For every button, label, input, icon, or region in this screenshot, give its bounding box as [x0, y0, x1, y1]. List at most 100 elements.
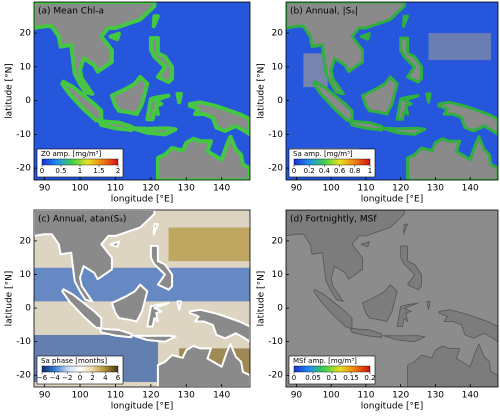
colorbar-tick-label: −4 [50, 374, 61, 382]
land [109, 240, 120, 248]
panel-title: (a) Mean Chl-a [38, 7, 104, 17]
map-area [286, 210, 498, 387]
colorbar [41, 365, 119, 373]
land [349, 327, 383, 338]
land [425, 92, 432, 104]
x-tick-label: 90 [39, 391, 51, 401]
colorbar-tick-label: 1.5 [93, 167, 104, 175]
colorbar-tick-label: 0.2 [304, 167, 315, 175]
y-tick-label: -10 [268, 337, 283, 347]
y-tick-label: 0 [25, 96, 31, 106]
x-tick-label: 130 [427, 391, 444, 401]
colorbar-tick-label: 0 [292, 374, 296, 382]
colorbar-tick-label: 0.8 [349, 167, 360, 175]
x-tick-label: 140 [213, 184, 230, 194]
land [108, 31, 121, 42]
colorbar-tick-label: 2 [90, 374, 94, 382]
y-tick-label: -20 [16, 371, 31, 381]
x-tick-label: 120 [142, 184, 159, 194]
land [152, 223, 159, 236]
colorbar-tick-label: 0.4 [319, 167, 331, 175]
land [149, 244, 174, 291]
y-axis-label: latitude [°N] [257, 63, 267, 119]
panel-title: (c) Annual, atan(Sₐ) [38, 215, 126, 225]
y-axis-label: latitude [°N] [257, 271, 267, 327]
colorbar-tick-label: 4 [103, 374, 108, 382]
x-tick-label: 120 [392, 391, 409, 401]
colorbar-tick-label: 2 [116, 167, 120, 175]
map-panel: (a) Mean Chl-a90 100 110 120 130 140-20-10010… [5, 1, 251, 205]
land [400, 245, 422, 291]
panel-title: (d) Fortnightly, MSf [290, 215, 377, 225]
phase-band [168, 227, 250, 262]
y-tick-label: 20 [20, 236, 32, 246]
y-tick-label: 10 [20, 62, 32, 72]
land [148, 36, 175, 84]
x-tick-label: 130 [427, 184, 444, 194]
y-tick-label: 0 [277, 304, 283, 314]
land [359, 32, 371, 41]
land [145, 93, 171, 122]
colorbar-tick-label: 1 [78, 167, 82, 175]
x-tick-label: 140 [462, 184, 479, 194]
x-tick-label: 120 [392, 184, 409, 194]
y-tick-label: 20 [20, 29, 32, 39]
colorbar-tick-label: 0 [78, 374, 82, 382]
x-tick-label: 90 [291, 184, 303, 194]
colorbar-tick-label: 0.05 [305, 374, 321, 382]
land [402, 14, 410, 28]
y-tick-label: -10 [268, 130, 283, 140]
x-axis-label: longitude [°E] [361, 402, 423, 412]
colorbar-tick-label: 0 [40, 167, 44, 175]
y-tick-label: 10 [272, 62, 284, 72]
colorbar-tick-label: 0.15 [343, 374, 359, 382]
x-tick-label: 120 [142, 391, 159, 401]
land [407, 343, 498, 387]
colorbar-tick-label: −6 [37, 374, 48, 382]
x-tick-label: 140 [462, 391, 479, 401]
land [286, 210, 405, 302]
land [176, 300, 182, 311]
land [406, 135, 498, 180]
land [188, 308, 250, 343]
x-tick-label: 90 [291, 391, 303, 401]
y-axis-label: latitude [°N] [5, 63, 15, 119]
y-tick-label: -20 [268, 164, 283, 174]
land [155, 134, 250, 180]
panel-title: (b) Annual, |Sₐ| [290, 7, 358, 17]
colorbar-tick-label: 1 [368, 167, 372, 175]
colorbar-label: MSf amp. [mg/m³] [293, 357, 357, 365]
land [34, 210, 156, 303]
land [187, 100, 250, 137]
x-tick-label: 100 [71, 184, 88, 194]
land [286, 2, 406, 96]
y-tick-label: 10 [272, 270, 284, 280]
y-tick-label: 0 [277, 96, 283, 106]
colorbar-tick-label: −2 [62, 374, 72, 382]
y-tick-label: 10 [20, 270, 32, 280]
x-tick-label: 110 [107, 391, 124, 401]
colorbar-label: Z0 amp. [mg/m³] [41, 150, 101, 158]
colorbar [41, 158, 119, 166]
colorbar-tick-label: 0.5 [55, 167, 66, 175]
land [98, 327, 133, 339]
colorbar-tick-label: 0.1 [326, 374, 337, 382]
land [175, 91, 183, 105]
colorbar-tick-label: 0.2 [364, 374, 375, 382]
land [403, 223, 409, 235]
land [156, 343, 250, 387]
x-tick-label: 140 [213, 391, 230, 401]
land [109, 75, 150, 117]
land [399, 36, 423, 84]
colorbar-tick-label: 0 [292, 167, 296, 175]
land [146, 302, 170, 328]
x-tick-label: 100 [323, 184, 340, 194]
plot-frame [285, 209, 499, 388]
y-tick-label: -20 [268, 371, 283, 381]
land [151, 14, 160, 29]
land [381, 126, 427, 136]
plot-frame [33, 209, 251, 388]
land [348, 119, 384, 132]
x-tick-label: 130 [178, 184, 195, 194]
